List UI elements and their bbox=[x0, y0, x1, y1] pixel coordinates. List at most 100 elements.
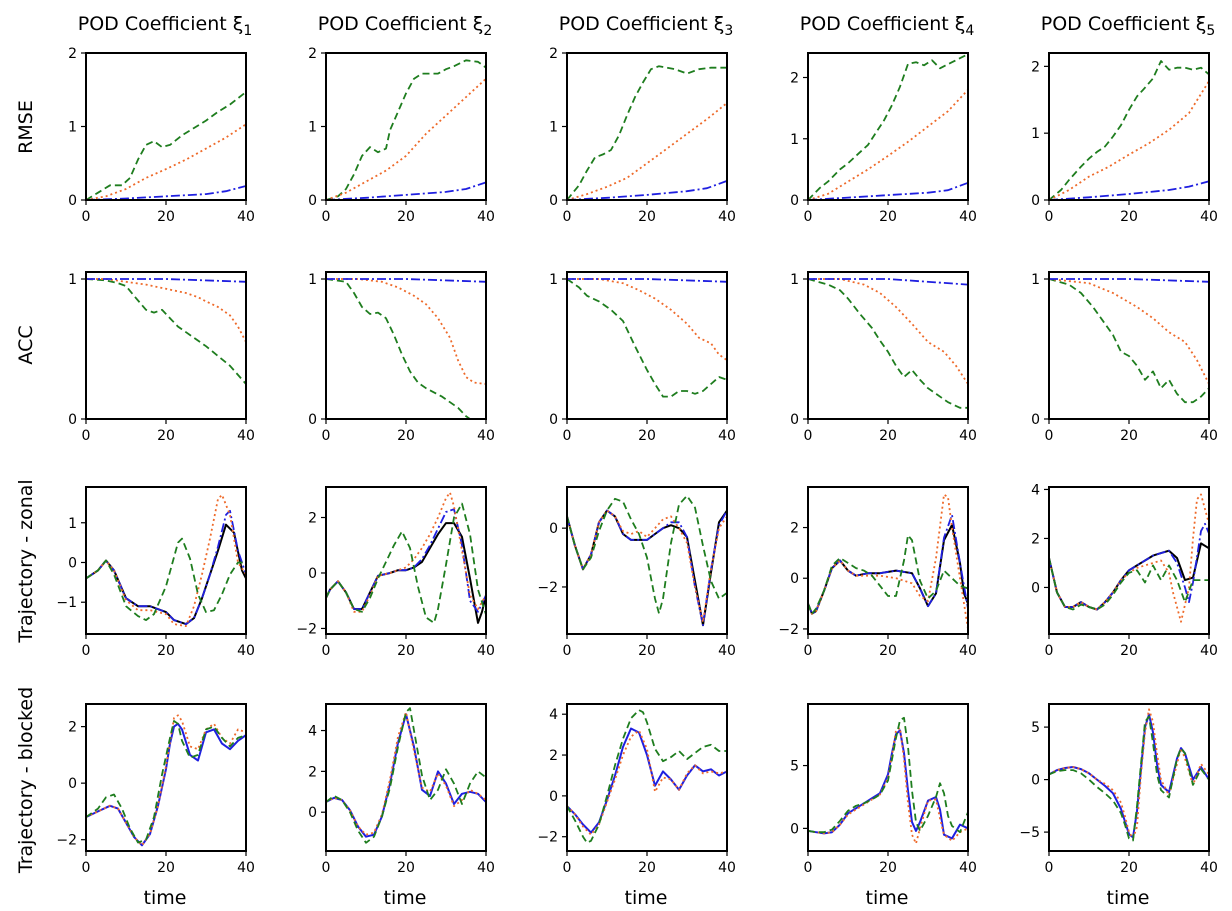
x-tick-label: 0 bbox=[322, 209, 331, 225]
series-line-blue bbox=[567, 180, 727, 200]
y-tick-label: 0 bbox=[68, 776, 77, 792]
series-line-orange bbox=[1049, 80, 1209, 200]
series-line-orange bbox=[808, 493, 968, 630]
y-tick-label: 2 bbox=[308, 511, 317, 527]
x-tick-label: 0 bbox=[82, 209, 91, 225]
y-tick-label: 1 bbox=[308, 272, 317, 288]
panel-r1-c3: 0 20 40 0 1 2 bbox=[549, 46, 736, 225]
y-tick-label: 0 bbox=[790, 193, 799, 209]
y-tick-label: 2 bbox=[549, 46, 558, 62]
x-tick-label: 40 bbox=[477, 643, 495, 659]
series-group bbox=[1049, 708, 1209, 842]
x-tick-label: 40 bbox=[237, 209, 255, 225]
x-tick-label: 20 bbox=[638, 428, 656, 444]
series-group bbox=[808, 278, 968, 409]
y-tick-label: 0 bbox=[1031, 412, 1040, 428]
y-tick-label: −2 bbox=[778, 622, 799, 638]
series-line-orange bbox=[808, 278, 968, 385]
series-group bbox=[567, 494, 727, 627]
x-tick-label: 40 bbox=[237, 643, 255, 659]
y-tick-label: 2 bbox=[1031, 59, 1040, 75]
series-line-green bbox=[808, 534, 968, 615]
col-title-3: POD Coefficient ξ3 bbox=[559, 13, 734, 39]
panel-r2-c1: 0 20 40 0 1 bbox=[68, 271, 255, 444]
x-tick-label: 40 bbox=[718, 209, 736, 225]
y-tick-label: 2 bbox=[68, 720, 77, 736]
panel-r2-c3: 0 20 40 0 1 bbox=[549, 271, 736, 444]
x-tick-label: 20 bbox=[397, 643, 415, 659]
panel-frame bbox=[85, 486, 247, 635]
x-tick-label: 20 bbox=[157, 428, 175, 444]
y-tick-label: 0 bbox=[1031, 193, 1040, 209]
x-tick-label: 0 bbox=[1045, 860, 1054, 876]
x-tick-label: 40 bbox=[959, 428, 977, 444]
series-group bbox=[1049, 278, 1209, 404]
series-line-orange bbox=[326, 491, 486, 613]
x-tick-label: 40 bbox=[959, 209, 977, 225]
x-tick-label: 20 bbox=[157, 860, 175, 876]
series-group bbox=[326, 491, 486, 624]
panel-frame bbox=[807, 486, 969, 635]
panel-r1-c2: 0 20 40 0 1 2 bbox=[308, 46, 495, 225]
panel-frame bbox=[325, 271, 487, 420]
series-group bbox=[326, 707, 486, 844]
series-line-blue bbox=[86, 509, 246, 625]
series-line-green bbox=[86, 278, 246, 385]
y-tick-label: 2 bbox=[790, 71, 799, 87]
series-line-green bbox=[86, 91, 246, 200]
panel-frame bbox=[325, 703, 487, 852]
series-line-green bbox=[1049, 60, 1209, 200]
panel-r3-c4: 0 20 40 −2 0 2 bbox=[778, 486, 977, 659]
series-line-blue bbox=[1049, 180, 1209, 200]
series-line-orange bbox=[567, 102, 727, 200]
series-line-truth_blue bbox=[808, 729, 968, 840]
y-tick-label: 1 bbox=[549, 120, 558, 136]
y-tick-label: 1 bbox=[308, 120, 317, 136]
y-tick-label: 0 bbox=[549, 789, 558, 805]
series-line-truth_blue bbox=[1049, 713, 1209, 839]
row-label-trajectory-blocked: Trajectory - blocked bbox=[15, 687, 37, 874]
y-tick-label: 1 bbox=[68, 120, 77, 136]
panel-r3-c2: 0 20 40 −2 0 2 bbox=[296, 486, 495, 659]
y-tick-label: 1 bbox=[1031, 126, 1040, 142]
x-tick-label: 20 bbox=[638, 643, 656, 659]
x-tick-label: 20 bbox=[879, 209, 897, 225]
x-tick-label: 0 bbox=[804, 860, 813, 876]
panel-frame bbox=[566, 486, 728, 635]
y-tick-label: −1 bbox=[56, 595, 77, 611]
panel-r3-c1: 0 20 40 −1 0 1 bbox=[56, 486, 255, 659]
x-tick-label: 20 bbox=[638, 860, 656, 876]
y-tick-label: 2 bbox=[790, 521, 799, 537]
series-line-green bbox=[808, 278, 968, 409]
y-tick-label: 0 bbox=[68, 555, 77, 571]
x-tick-label: 40 bbox=[959, 643, 977, 659]
series-group bbox=[567, 709, 727, 844]
x-tick-label: 40 bbox=[1200, 428, 1218, 444]
panel-frame bbox=[566, 271, 728, 420]
series-line-blue bbox=[1049, 522, 1209, 611]
y-tick-label: 0 bbox=[549, 521, 558, 537]
x-tick-label: 0 bbox=[82, 643, 91, 659]
series-line-blue bbox=[326, 508, 486, 613]
x-tick-label: 40 bbox=[718, 860, 736, 876]
xlabel-col-1: time bbox=[144, 887, 187, 909]
series-line-truth bbox=[86, 523, 246, 626]
y-tick-label: 0 bbox=[790, 821, 799, 837]
y-tick-label: 2 bbox=[549, 748, 558, 764]
x-tick-label: 20 bbox=[397, 860, 415, 876]
x-tick-label: 40 bbox=[1200, 643, 1218, 659]
series-line-orange bbox=[86, 494, 246, 627]
x-tick-label: 0 bbox=[563, 643, 572, 659]
series-line-green bbox=[808, 53, 968, 200]
y-tick-label: 0 bbox=[308, 805, 317, 821]
series-line-orange bbox=[1049, 278, 1209, 385]
series-line-orange bbox=[808, 89, 968, 200]
series-group bbox=[86, 91, 246, 200]
series-line-orange bbox=[1049, 493, 1209, 623]
y-tick-label: 2 bbox=[1031, 531, 1040, 547]
series-group bbox=[808, 716, 968, 845]
xlabel-col-3: time bbox=[625, 887, 668, 909]
x-tick-label: 40 bbox=[1200, 860, 1218, 876]
series-line-blue bbox=[1049, 278, 1209, 283]
series-line-green bbox=[808, 716, 968, 834]
